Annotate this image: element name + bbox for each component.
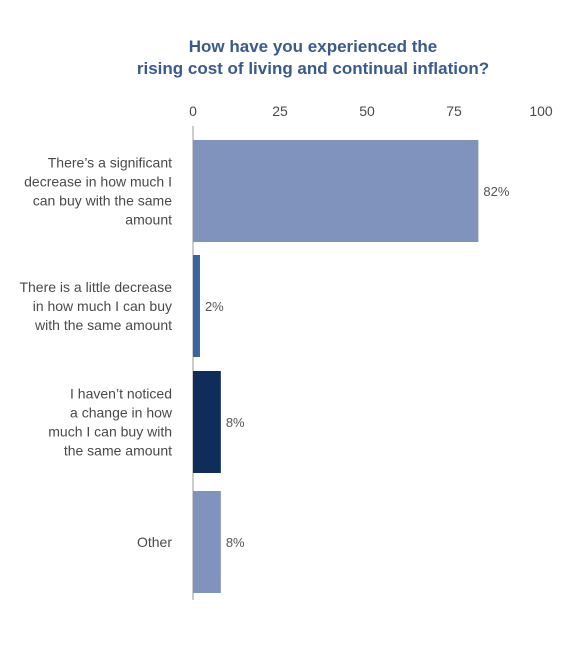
value-label: 8% xyxy=(226,535,245,550)
category-label-line: with the same amount xyxy=(34,317,172,333)
category-label-line: Other xyxy=(137,534,172,550)
category-label-line: amount xyxy=(125,212,172,228)
category-label-line: There is a little decrease xyxy=(19,279,172,295)
category-label: There’s a significant decrease in how muc… xyxy=(24,155,172,228)
x-tick-label: 75 xyxy=(446,103,462,119)
bar xyxy=(193,140,479,242)
x-tick-label: 25 xyxy=(272,103,288,119)
category-label: I haven’t noticed a change in how much I c… xyxy=(48,386,173,459)
category-label-line: the same amount xyxy=(64,443,172,459)
category-label-line: decrease in how much I xyxy=(24,174,172,190)
value-label: 2% xyxy=(205,299,224,314)
x-tick-label: 50 xyxy=(359,103,375,119)
bar xyxy=(193,371,221,473)
bar xyxy=(193,491,221,593)
bars xyxy=(193,140,479,593)
chart-title-line: rising cost of living and continual infl… xyxy=(137,59,489,78)
category-label-line: much I can buy with xyxy=(48,424,172,440)
category-label-line: a change in how xyxy=(70,405,173,421)
chart-title-line: How have you experienced the xyxy=(189,37,437,56)
value-label: 8% xyxy=(226,415,245,430)
category-label: Other xyxy=(137,534,172,550)
category-label: There is a little decrease in how much I … xyxy=(19,279,172,333)
x-tick-label: 0 xyxy=(189,103,197,119)
category-label-line: I haven’t noticed xyxy=(70,386,172,402)
category-label-line: There’s a significant xyxy=(48,155,172,171)
x-axis: 0 25 50 75 100 xyxy=(189,103,553,119)
category-labels: There’s a significant decrease in how muc… xyxy=(19,155,172,551)
x-tick-label: 100 xyxy=(529,103,553,119)
chart-title: How have you experienced the rising cost … xyxy=(137,37,489,78)
category-label-line: in how much I can buy xyxy=(33,298,172,314)
value-labels: 82% 2% 8% 8% xyxy=(205,184,510,550)
category-label-line: can buy with the same xyxy=(33,193,173,209)
bar xyxy=(193,255,200,357)
value-label: 82% xyxy=(483,184,509,199)
